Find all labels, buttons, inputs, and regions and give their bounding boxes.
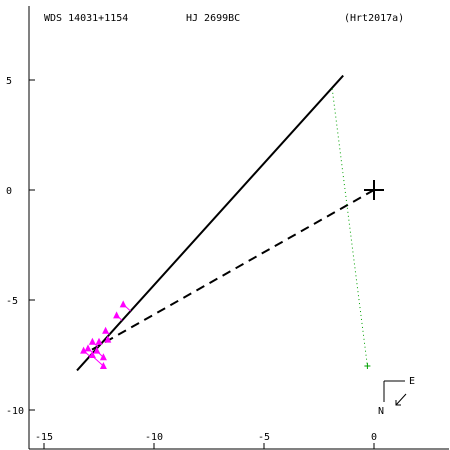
wds-identifier: WDS 14031+1154 xyxy=(44,13,128,24)
primary-cross xyxy=(364,180,384,200)
y-tick-label: 0 xyxy=(6,186,12,197)
motion-arrowhead xyxy=(395,400,401,406)
y-tick-label: 5 xyxy=(6,76,12,87)
observation-point xyxy=(80,346,88,354)
observation-point xyxy=(104,335,112,343)
reference-code: (Hrt2017a) xyxy=(344,13,404,24)
observation-point xyxy=(102,326,110,334)
dotted-green-line xyxy=(331,88,368,367)
observation-point xyxy=(99,353,107,361)
observation-point xyxy=(99,362,107,369)
y-axis-ticks: 5 0 -5 -10 xyxy=(6,76,35,417)
compass-north-label: N xyxy=(378,406,384,417)
primary-star-marker xyxy=(364,180,384,200)
x-tick-label: -15 xyxy=(35,432,53,443)
observation-point xyxy=(88,351,96,358)
observation-point xyxy=(119,300,127,308)
observation-point xyxy=(93,346,101,354)
motion-arrow xyxy=(395,393,407,406)
orbit-solid-line xyxy=(76,74,344,372)
observation-point xyxy=(113,311,121,319)
observation-point xyxy=(88,337,96,345)
observation-points xyxy=(80,300,131,369)
observation-point xyxy=(95,337,103,345)
y-tick-label: -5 xyxy=(6,296,18,307)
residual-line xyxy=(90,354,104,367)
x-tick-label: 0 xyxy=(371,432,377,443)
observation-point xyxy=(84,344,92,352)
pair-name: HJ 2699BC xyxy=(186,13,240,24)
y-tick-label: -10 xyxy=(6,406,24,417)
x-tick-label: -5 xyxy=(258,432,270,443)
orbit-lines xyxy=(76,74,375,372)
compass-east-label: E xyxy=(409,376,415,387)
green-plus-marker xyxy=(364,363,371,369)
compass-indicator: E N xyxy=(378,376,415,417)
x-axis-ticks: -15 -10 -5 0 xyxy=(35,432,377,449)
node-dashed-line xyxy=(89,189,375,352)
x-tick-label: -10 xyxy=(145,432,163,443)
